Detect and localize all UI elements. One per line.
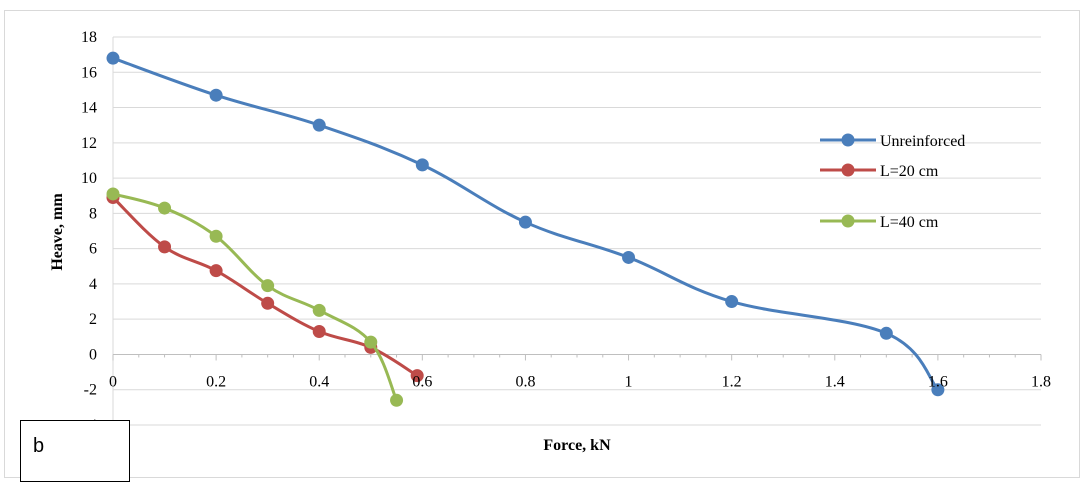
y-tick-label: 6: [89, 241, 97, 258]
y-tick-label: 18: [81, 29, 97, 46]
y-tick-label: 8: [89, 205, 97, 222]
y-tick-label: 0: [89, 346, 97, 363]
y-tick-label: 4: [89, 276, 97, 293]
y-tick-label: 14: [81, 100, 97, 117]
x-tick-label: 0: [109, 373, 117, 390]
data-point: [364, 335, 378, 349]
x-tick-label: 1.4: [825, 373, 845, 390]
y-axis-title: Heave, mm: [49, 193, 66, 271]
legend-label: L=40 cm: [880, 214, 939, 231]
gridlines: [113, 36, 1041, 426]
legend: Unreinforced L=20 cm L=40 cm: [820, 133, 965, 231]
data-point: [106, 51, 120, 65]
axes: [112, 37, 1042, 425]
data-point: [158, 240, 172, 254]
data-point: [312, 325, 326, 339]
data-point: [725, 295, 739, 309]
y-tick-label: 10: [81, 170, 97, 187]
data-point: [518, 215, 532, 229]
data-point: [312, 118, 326, 132]
data-point: [261, 296, 275, 310]
y-tick-label: 16: [81, 64, 97, 81]
x-tick-label: 0.2: [206, 373, 226, 390]
legend-entry: L=20 cm: [820, 163, 939, 180]
y-tick-label: 12: [81, 135, 97, 152]
legend-entry: L=40 cm: [820, 214, 939, 231]
x-tick-label: 1.2: [722, 373, 742, 390]
data-point: [312, 303, 326, 317]
y-tick-label: -2: [84, 382, 97, 399]
series-l-40-cm: [106, 187, 404, 407]
panel-label: b: [33, 435, 45, 457]
data-point: [106, 187, 120, 201]
data-point: [261, 279, 275, 293]
legend-marker: [841, 214, 855, 228]
data-point: [390, 393, 404, 407]
x-tick-label: 1: [625, 373, 633, 390]
data-point: [879, 326, 893, 340]
legend-label: L=20 cm: [880, 163, 939, 180]
tick-labels: -4-202468101214161800.20.40.60.811.21.41…: [81, 29, 1051, 434]
legend-marker: [841, 133, 855, 147]
legend-entry: Unreinforced: [820, 133, 965, 150]
data-point: [410, 369, 424, 383]
x-tick-label: 0.8: [515, 373, 535, 390]
y-tick-label: 2: [89, 311, 97, 328]
x-tick-label: 0.6: [412, 373, 432, 390]
data-point: [158, 201, 172, 215]
data-point: [931, 383, 945, 397]
series-group: [106, 51, 945, 407]
chart-frame: [4, 10, 1080, 478]
panel-label-box: b: [20, 420, 130, 482]
x-tick-label: 1.6: [928, 373, 948, 390]
series-line: [112, 192, 398, 401]
legend-marker: [841, 163, 855, 177]
data-point: [415, 158, 429, 172]
x-axis-title: Force, kN: [543, 437, 611, 454]
data-point: [209, 264, 223, 278]
data-point: [209, 229, 223, 243]
x-tick-label: 0.4: [309, 373, 329, 390]
x-tick-label: 1.8: [1031, 373, 1051, 390]
series-unreinforced: [106, 51, 945, 397]
data-point: [622, 250, 636, 264]
legend-label: Unreinforced: [880, 133, 965, 150]
data-point: [209, 88, 223, 102]
